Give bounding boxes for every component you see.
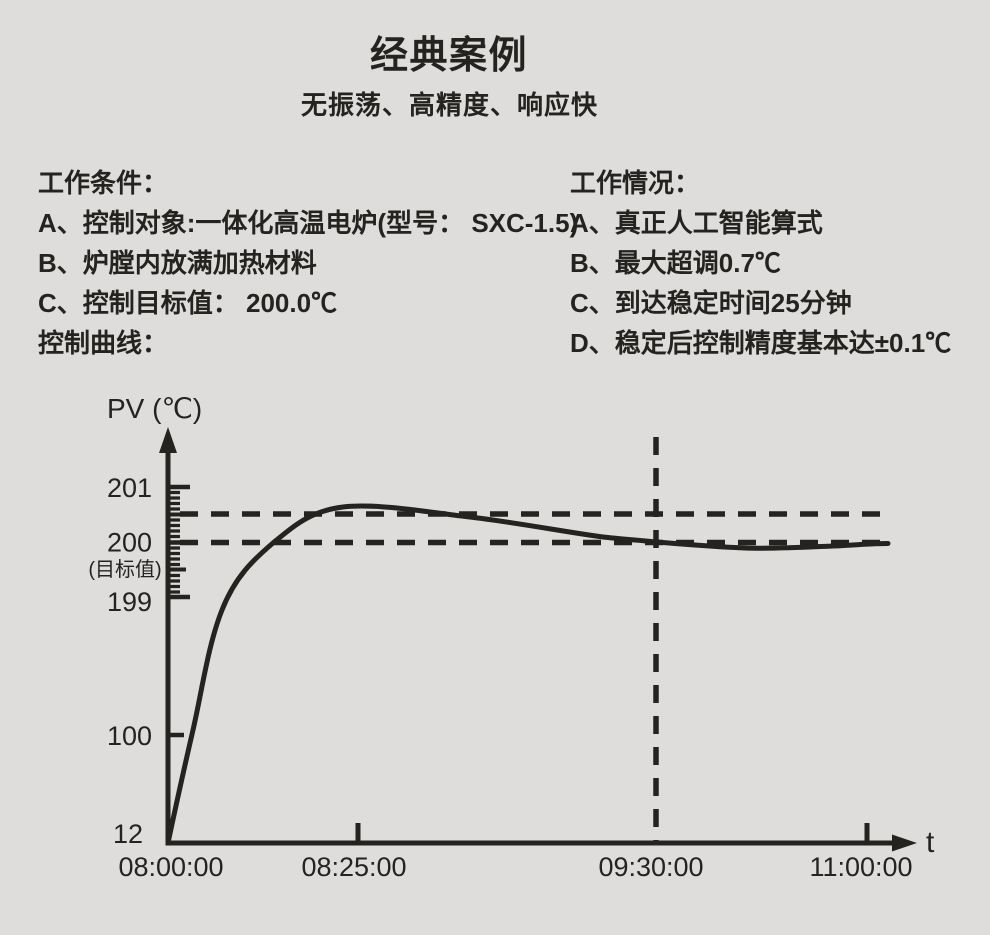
pv-curve: [165, 503, 891, 846]
x-tick-label-1100: 11:00:00: [809, 852, 912, 882]
working-status-heading: 工作情况：: [570, 168, 701, 198]
y-tick-label-200: 200: [107, 528, 152, 558]
target-value-note: (目标值): [88, 558, 161, 581]
condition-item-a: A、控制对象:一体化高温电炉(型号： SXC-1.5): [38, 208, 579, 238]
status-item-c: C、到达稳定时间25分钟: [570, 288, 852, 318]
y-tick-label-201: 201: [107, 473, 152, 503]
x-ticks: [355, 823, 870, 843]
x-tick-label-0800: 08:00:00: [118, 852, 223, 882]
condition-item-b: B、炉膛内放满加热材料: [38, 248, 317, 278]
control-curve-caption: 控制曲线：: [38, 328, 169, 358]
y-axis-arrow-icon: [159, 427, 177, 453]
y-tick-label-199: 199: [107, 587, 152, 617]
status-item-d: D、稳定后控制精度基本达±0.1℃: [570, 328, 952, 358]
page-title: 经典案例: [370, 35, 529, 77]
x-tick-label-0930: 09:30:00: [598, 852, 703, 882]
x-tick-label-0825: 08:25:00: [301, 852, 406, 882]
y-axis-title: PV (℃): [107, 393, 202, 424]
page-subtitle: 无振荡、高精度、响应快: [301, 90, 599, 120]
status-item-b: B、最大超调0.7℃: [570, 248, 781, 278]
x-axis-arrow-icon: [892, 834, 917, 852]
y-tick-label-12: 12: [113, 819, 143, 849]
working-conditions-panel: 工作条件： A、控制对象:一体化高温电炉(型号： SXC-1.5) B、炉膛内放…: [38, 163, 578, 363]
working-conditions-heading: 工作条件：: [38, 168, 169, 198]
status-item-a: A、真正人工智能算式: [570, 208, 823, 238]
condition-item-c: C、控制目标值： 200.0℃: [38, 288, 338, 318]
y-minor-ticks: [168, 490, 180, 594]
x-axis-title: t: [926, 826, 935, 859]
y-tick-label-100: 100: [107, 721, 152, 751]
working-status-panel: 工作情况： A、真正人工智能算式 B、最大超调0.7℃ C、到达稳定时间25分钟…: [570, 163, 951, 363]
